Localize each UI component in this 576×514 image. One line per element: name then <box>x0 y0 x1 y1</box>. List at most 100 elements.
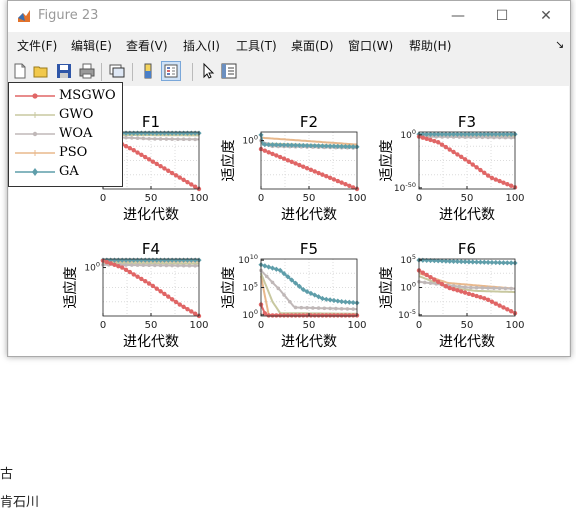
series-marker-woa <box>474 135 479 140</box>
series-marker-ga <box>481 131 487 137</box>
y-tick-label: 100 <box>84 261 100 274</box>
title-bar[interactable]: Figure 23 — ☐ ✕ <box>8 1 570 32</box>
open-icon[interactable] <box>32 62 50 80</box>
series-marker-ga <box>108 257 114 263</box>
y-tick-label: 105 <box>400 253 416 266</box>
matlab-icon <box>18 10 30 22</box>
menu-help[interactable]: 帮助(H) <box>409 39 452 53</box>
x-axis-label: 进化代数 <box>281 334 337 350</box>
pointer-icon[interactable] <box>199 62 217 80</box>
series-marker-ga <box>300 286 306 293</box>
figure-canvas[interactable]: F1 0 50 100 进化代数 F2 0 50 100 进化代数 100 适应度 F3 0 50 100 进化… <box>9 86 569 356</box>
legend-icon[interactable] <box>161 61 181 81</box>
series-marker-msgwo <box>162 166 167 171</box>
legend-line-woa <box>15 131 55 137</box>
subplot-f5: F5 0 50 100 进化代数 1010 105 100 适应度 <box>220 240 367 350</box>
series-marker-msgwo <box>339 180 344 185</box>
menu-edit[interactable]: 编辑(E) <box>71 39 112 53</box>
series-marker-woa <box>130 136 134 140</box>
series-marker-woa <box>492 135 496 140</box>
series-marker-woa <box>135 263 140 267</box>
series-marker-ga <box>289 142 295 148</box>
series-marker-msgwo <box>185 306 190 312</box>
series-marker-msgwo <box>489 299 495 304</box>
menu-file[interactable]: 文件(F) <box>17 39 58 53</box>
dock-arrow-icon[interactable]: ↘ <box>555 38 565 51</box>
series-marker-woa <box>293 305 298 310</box>
menu-tools[interactable]: 工具(T) <box>236 39 277 53</box>
series-marker-msgwo <box>301 313 306 318</box>
series-marker-msgwo <box>428 137 433 143</box>
x-tick-label: 100 <box>505 320 524 331</box>
save-icon[interactable] <box>55 62 73 80</box>
menu-insert[interactable]: 插入(I) <box>183 39 220 53</box>
property-editor-icon[interactable] <box>220 62 238 80</box>
series-marker-msgwo <box>466 159 472 165</box>
series-marker-woa <box>141 136 146 141</box>
series-marker-msgwo <box>466 291 472 296</box>
series-marker-msgwo <box>135 150 140 155</box>
series-marker-woa <box>486 135 490 140</box>
series-marker-msgwo <box>347 313 352 318</box>
series-marker-msgwo <box>482 296 487 301</box>
series-marker-ga <box>339 143 345 150</box>
new-figure-icon[interactable] <box>11 62 29 80</box>
series-marker-msgwo <box>327 175 333 181</box>
series-marker-msgwo <box>312 169 317 174</box>
series-marker-msgwo <box>181 304 186 310</box>
close-button[interactable]: ✕ <box>540 8 552 24</box>
subplot-title: F6 <box>458 240 476 258</box>
series-marker-woa <box>141 263 146 267</box>
series-marker-ga <box>420 257 426 263</box>
series-marker-woa <box>276 286 281 291</box>
series-marker-msgwo <box>324 174 329 179</box>
series-marker-ga <box>266 142 272 148</box>
series-marker-ga <box>454 258 460 265</box>
maximize-button[interactable]: ☐ <box>495 8 509 24</box>
series-marker-msgwo <box>478 294 483 300</box>
y-axis-label: 适应度 <box>62 267 79 309</box>
series-marker-woa <box>509 286 513 291</box>
legend-label: GA <box>59 164 79 179</box>
plot-legend[interactable]: MSGWO GWO WOA PSO GA <box>8 82 123 187</box>
series-marker-ga <box>119 257 125 263</box>
series-marker-ga <box>443 258 449 264</box>
toolbar-separator <box>192 63 193 81</box>
series-marker-msgwo <box>154 161 159 167</box>
series-marker-msgwo <box>192 311 198 316</box>
series-marker-ga <box>424 131 430 137</box>
link-icon[interactable] <box>108 62 126 80</box>
series-marker-woa <box>422 280 427 285</box>
series-marker-ga <box>308 143 314 149</box>
series-marker-woa <box>193 263 197 268</box>
series-marker-ga <box>474 259 480 265</box>
series-marker-ga <box>273 142 279 148</box>
series-marker-msgwo <box>320 172 325 177</box>
legend-line-msgwo <box>15 93 55 99</box>
series-marker-msgwo <box>143 279 148 284</box>
series-marker-ga <box>192 257 198 263</box>
menu-view[interactable]: 查看(V) <box>126 39 168 53</box>
series-marker-msgwo <box>497 303 502 308</box>
series-marker-msgwo <box>347 183 352 189</box>
series-marker-msgwo <box>508 309 514 314</box>
series-marker-msgwo <box>285 313 291 318</box>
series-marker-woa <box>264 274 269 279</box>
series-marker-msgwo <box>443 144 449 150</box>
series-marker-msgwo <box>439 142 445 147</box>
series-marker-msgwo <box>274 313 279 318</box>
series-marker-msgwo <box>104 259 110 265</box>
x-axis-label: 进化代数 <box>281 207 337 223</box>
y-tick-label: 10-50 <box>394 181 416 194</box>
colorbar-icon[interactable] <box>139 62 157 80</box>
menu-window[interactable]: 窗口(W) <box>348 39 394 53</box>
series-marker-msgwo <box>432 138 437 144</box>
menu-desktop[interactable]: 桌面(D) <box>291 39 334 53</box>
series-marker-ga <box>158 257 164 263</box>
series-marker-woa <box>328 306 332 311</box>
series-marker-msgwo <box>158 289 163 294</box>
series-marker-ga <box>289 277 295 283</box>
x-tick-label: 0 <box>258 193 264 204</box>
minimize-button[interactable]: — <box>451 8 465 24</box>
print-icon[interactable] <box>78 62 96 80</box>
